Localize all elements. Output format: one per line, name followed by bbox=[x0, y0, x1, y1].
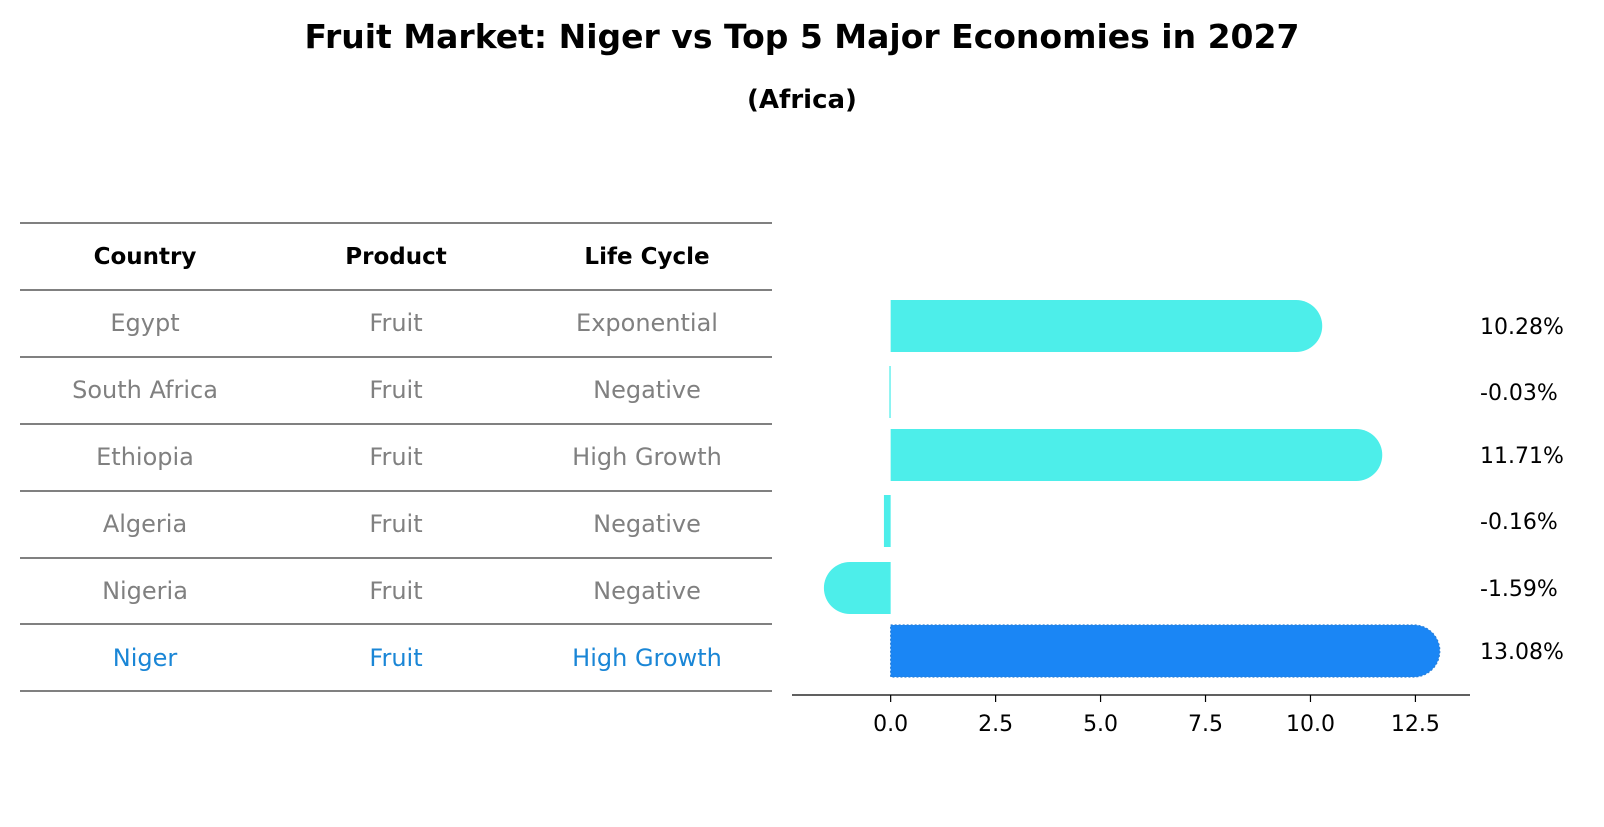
table-cell: South Africa bbox=[72, 376, 218, 404]
table-header-cell: Product bbox=[345, 244, 446, 270]
x-tick-label: 10.0 bbox=[1286, 712, 1335, 737]
table-cell: High Growth bbox=[572, 443, 722, 471]
data-table: Country Product Life Cycle Egypt Fruit Expone… bbox=[20, 222, 772, 692]
table-cell: Ethiopia bbox=[96, 443, 194, 471]
bar-egypt bbox=[890, 300, 1323, 352]
bar-value-label: 11.71% bbox=[1480, 444, 1564, 469]
table-cell: Egypt bbox=[110, 309, 179, 337]
bar-nigeria bbox=[823, 562, 891, 614]
x-tick-label: 2.5 bbox=[978, 712, 1013, 737]
bar-algeria bbox=[883, 495, 891, 547]
table-cell: Negative bbox=[593, 376, 701, 404]
table-cell: Fruit bbox=[369, 443, 422, 471]
x-tick-label: 0.0 bbox=[873, 712, 908, 737]
bar-value-label: 10.28% bbox=[1480, 315, 1564, 340]
bar-value-label: -0.16% bbox=[1480, 510, 1558, 535]
bar-south-africa bbox=[889, 366, 891, 418]
table-header-cell: Life Cycle bbox=[584, 244, 709, 270]
bar-ethiopia bbox=[890, 429, 1383, 481]
table-cell: Nigeria bbox=[102, 577, 188, 605]
table-cell-highlight: Fruit bbox=[369, 644, 422, 672]
table-header-cell: Country bbox=[94, 244, 197, 270]
table-cell-highlight: Niger bbox=[113, 644, 178, 672]
table-cell: Negative bbox=[593, 510, 701, 538]
table-cell-highlight: High Growth bbox=[572, 644, 722, 672]
table-cell: Algeria bbox=[103, 510, 187, 538]
bar-highlight-niger bbox=[890, 624, 1441, 678]
table-cell: Fruit bbox=[369, 309, 422, 337]
chart-subtitle: (Africa) bbox=[747, 85, 857, 115]
bar-plot: 10.28% -0.03% 11.71% -0.16% -1.59% 13.08% 0.0 2… bbox=[792, 300, 1564, 737]
bar-value-label: -0.03% bbox=[1480, 381, 1558, 406]
table-cell: Fruit bbox=[369, 376, 422, 404]
x-tick-label: 7.5 bbox=[1188, 712, 1223, 737]
bar-value-label: 13.08% bbox=[1480, 640, 1564, 665]
table-cell: Fruit bbox=[369, 577, 422, 605]
x-tick-label: 12.5 bbox=[1391, 712, 1440, 737]
table-cell: Fruit bbox=[369, 510, 422, 538]
table-cell: Negative bbox=[593, 577, 701, 605]
chart-title: Fruit Market: Niger vs Top 5 Major Econo… bbox=[305, 17, 1300, 56]
x-tick-label: 5.0 bbox=[1083, 712, 1118, 737]
bar-value-label: -1.59% bbox=[1480, 577, 1558, 602]
table-cell: Exponential bbox=[576, 309, 718, 337]
